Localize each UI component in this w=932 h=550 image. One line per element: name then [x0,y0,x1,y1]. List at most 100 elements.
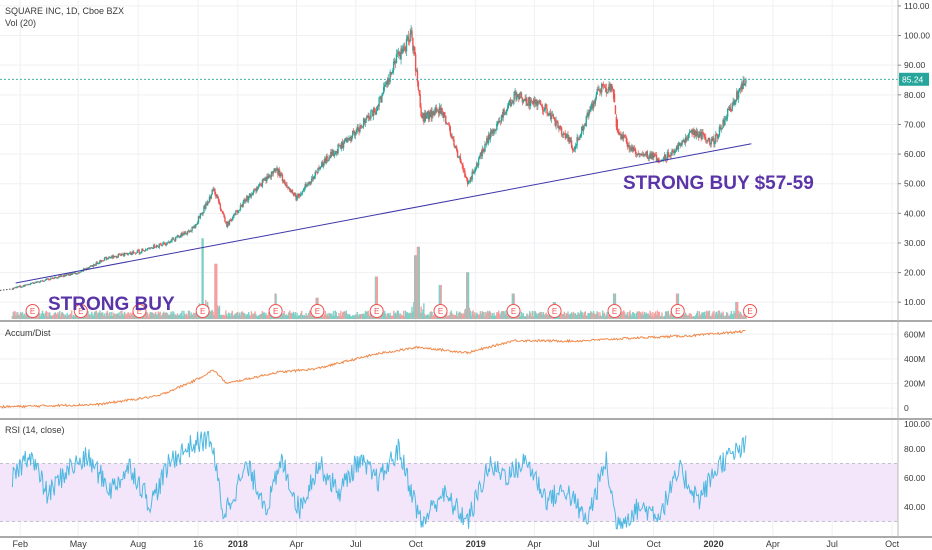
accum-y-tick-label: 400M [904,354,925,364]
earnings-marker [743,304,758,318]
volume-bar [254,311,256,319]
candle-body [92,264,95,267]
volume-bar [72,315,75,319]
candle-body [552,114,555,118]
candle-body [175,236,178,238]
volume-bar [383,312,385,319]
volume-bar [604,316,607,319]
volume-bar [520,311,523,319]
volume-bar [691,316,693,319]
rsi-y-tick-label: 60.00 [904,473,926,483]
volume-bar [176,313,179,319]
candle-body [562,133,565,135]
candle-body [472,171,474,174]
volume-bar [393,313,396,319]
candle-body [469,177,472,182]
volume-bar [243,312,245,319]
volume-bar [639,311,641,319]
candle-body [519,92,522,94]
volume-bar [632,312,634,319]
volume-bar [464,309,466,319]
volume-bar [643,315,645,319]
candle-body [383,86,385,94]
volume-bar [723,315,725,319]
volume-bar [570,312,573,319]
candle-body [485,144,487,145]
volume-bar [178,314,181,319]
volume-bar [48,312,50,319]
volume-bar [664,311,667,319]
candle-body [171,238,173,241]
candle-body [635,153,638,155]
candle-body [634,148,637,154]
candle-body [162,242,164,246]
candle-body [157,246,160,248]
candle-body [385,81,388,85]
candle-body [621,134,623,140]
candle-body [550,115,553,120]
volume-bar [131,314,133,319]
volume-bar [67,314,69,319]
volume-bar [88,314,90,319]
volume-bar [640,312,642,319]
candle-body [449,126,452,135]
volume-bar [468,307,471,319]
volume-bar [459,312,462,319]
candle-body [286,184,288,187]
volume-bar [493,312,495,319]
volume-bar [257,315,259,319]
candle-body [607,88,609,93]
candle-body [617,129,619,132]
candle-body [641,154,643,155]
volume-bar [49,315,52,319]
volume-bar [167,315,170,319]
candle-body [714,142,716,145]
candle-body [222,211,224,214]
candle-body [401,48,403,53]
volume-bar [384,313,387,319]
volume-bar [192,314,194,319]
candle-body [712,137,714,141]
volume-bar [20,313,23,319]
volume-bar [465,308,467,319]
volume-bar [718,310,721,319]
earnings-marker [547,304,562,318]
volume-bar [44,312,46,319]
candle-body [573,149,576,151]
candle-body [332,150,335,156]
volume-bar [593,313,596,319]
candle-body [674,150,677,152]
candle-body [461,163,463,166]
earnings-marker [268,304,283,318]
candle-body [623,134,626,138]
volume-bar [711,313,713,319]
x-tick-label: Aug [130,539,146,549]
candle-body [375,110,378,115]
volume-bar [429,311,431,319]
candle-body [198,216,201,219]
earnings-marker-label: E [273,307,278,316]
volume-bar [522,312,524,319]
candle-body [230,220,233,221]
candle-body [411,30,413,38]
candle-body [293,193,295,196]
candle-body [433,111,435,116]
volume-bar [170,311,172,319]
volume-bar [299,315,301,319]
candle-body [184,232,186,235]
volume-bar [582,315,585,319]
candle-body [300,192,303,195]
volume-bar [164,313,166,319]
candle-body [566,134,568,137]
candle-body [735,99,737,101]
candle-body [507,102,510,106]
pre-data-dotted-line [0,288,13,291]
volume-bar [235,313,237,319]
volume-bar [153,313,155,319]
candle-body [684,137,687,143]
candle-body [206,202,209,206]
volume-bar [111,311,113,319]
candle-body [188,230,191,232]
candle-body [55,277,57,279]
